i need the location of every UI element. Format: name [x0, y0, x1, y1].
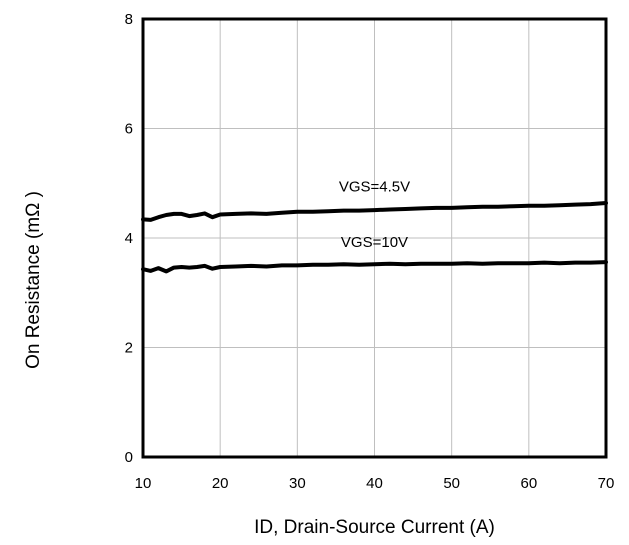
x-axis-label: ID, Drain-Source Current (A)	[254, 517, 495, 538]
series-annotations: VGS=4.5V VGS=10V	[339, 178, 410, 250]
y-axis-label: On Resistance (mΩ )	[23, 191, 44, 369]
x-tick-label: 20	[212, 475, 229, 492]
x-tick-label: 30	[289, 475, 306, 492]
plot-frame	[141, 17, 608, 459]
x-tick-label: 10	[135, 475, 152, 492]
series-line-vgs-10v	[141, 260, 608, 274]
y-tick-label: 8	[125, 11, 133, 28]
x-tick-label: 40	[366, 475, 383, 492]
y-tick-label: 2	[125, 340, 133, 357]
x-tick-label: 50	[443, 475, 460, 492]
series-annotation: VGS=4.5V	[339, 178, 410, 195]
x-tick-label: 70	[598, 475, 615, 492]
y-tick-label: 0	[125, 449, 133, 466]
series-group	[141, 201, 608, 274]
y-tick-label: 6	[125, 121, 133, 138]
x-tick-labels: 10 20 30 40 50 60 70	[135, 475, 615, 492]
series-line-vgs-4-5v	[141, 201, 608, 222]
x-tick-label: 60	[520, 475, 537, 492]
y-tick-labels: 0 2 4 6 8	[125, 11, 133, 466]
y-tick-label: 4	[125, 230, 133, 247]
series-annotation: VGS=10V	[341, 234, 408, 251]
